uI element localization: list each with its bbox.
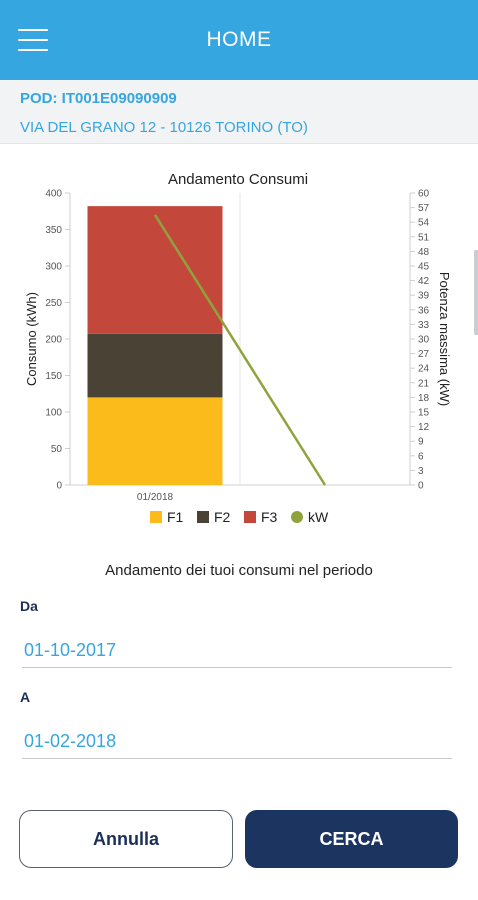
y-tick-label: 100: [45, 408, 62, 419]
chart-canvas: Andamento Consumi05010015020025030035040…: [24, 171, 452, 525]
y2-tick-label: 3: [418, 466, 424, 477]
y-tick-label: 50: [51, 444, 63, 455]
menu-line: [18, 29, 48, 31]
x-tick-label: 01/2018: [137, 492, 174, 503]
y2-axis-label: Potenza massima (kW): [437, 272, 452, 406]
y-tick-label: 0: [56, 481, 62, 492]
menu-line: [18, 39, 48, 41]
y2-tick-label: 12: [418, 422, 430, 433]
y2-tick-label: 54: [418, 218, 430, 229]
bar-segment-f1: [87, 397, 223, 485]
y-tick-label: 400: [45, 189, 62, 200]
legend-marker-f2: [197, 511, 209, 523]
y2-tick-label: 51: [418, 232, 430, 243]
y2-tick-label: 15: [418, 408, 430, 419]
bar-segment-f3: [87, 206, 223, 334]
legend-label-f2: F2: [214, 509, 231, 525]
period-caption: Andamento dei tuoi consumi nel periodo: [105, 562, 373, 579]
y2-tick-label: 6: [418, 451, 424, 462]
legend-label-kw: kW: [308, 509, 329, 525]
to-label: A: [20, 689, 31, 705]
y2-tick-label: 18: [418, 393, 430, 404]
consumption-chart: Andamento Consumi 0 50 100 150 200 250 300 350 40…: [0, 150, 478, 540]
legend-label-f1: F1: [167, 509, 184, 525]
top-app-bar: HOME: [0, 0, 478, 80]
y-axis-label: Consumo (kWh): [24, 292, 39, 386]
hamburger-menu-icon[interactable]: [18, 28, 48, 52]
y2-tick-label: 33: [418, 320, 430, 331]
y-tick-label: 200: [45, 335, 62, 346]
y2-tick-label: 30: [418, 335, 430, 346]
supply-info-bar: POD: IT001E09090909 VIA DEL GRANO 12 - 1…: [0, 80, 478, 144]
y2-tick-label: 45: [418, 262, 430, 273]
from-date-field[interactable]: [22, 634, 452, 668]
y2-tick-label: 0: [418, 481, 424, 492]
y-tick-label: 250: [45, 298, 62, 309]
pod-code: POD: IT001E09090909: [20, 90, 177, 107]
y2-tick-label: 39: [418, 291, 430, 302]
y2-tick-label: 21: [418, 378, 430, 389]
y2-tick-label: 48: [418, 247, 430, 258]
y2-tick-label: 24: [418, 364, 430, 375]
bar-segment-f2: [87, 333, 223, 398]
to-date-field[interactable]: [22, 725, 452, 759]
search-button[interactable]: CERCA: [245, 810, 458, 868]
menu-line: [18, 49, 48, 51]
y2-tick-label: 9: [418, 437, 424, 448]
supply-address: VIA DEL GRANO 12 - 10126 TORINO (TO): [20, 119, 308, 136]
legend-label-f3: F3: [261, 509, 278, 525]
chart-title: Andamento Consumi: [168, 171, 308, 188]
y2-tick-label: 42: [418, 276, 430, 287]
from-label: Da: [20, 598, 38, 614]
cancel-button[interactable]: Annulla: [19, 810, 233, 868]
y2-tick-label: 36: [418, 305, 430, 316]
y-tick-label: 150: [45, 371, 62, 382]
kw-line: [153, 214, 327, 486]
y2-tick-label: 57: [418, 203, 430, 214]
y-tick-label: 300: [45, 262, 62, 273]
page-title: HOME: [206, 28, 272, 51]
legend-marker-kw: [291, 511, 303, 523]
y2-tick-label: 60: [418, 189, 430, 200]
y-tick-label: 350: [45, 225, 62, 236]
y2-tick-label: 27: [418, 349, 430, 360]
legend-marker-f1: [150, 511, 162, 523]
legend-marker-f3: [244, 511, 256, 523]
edge-handle[interactable]: [474, 250, 478, 335]
